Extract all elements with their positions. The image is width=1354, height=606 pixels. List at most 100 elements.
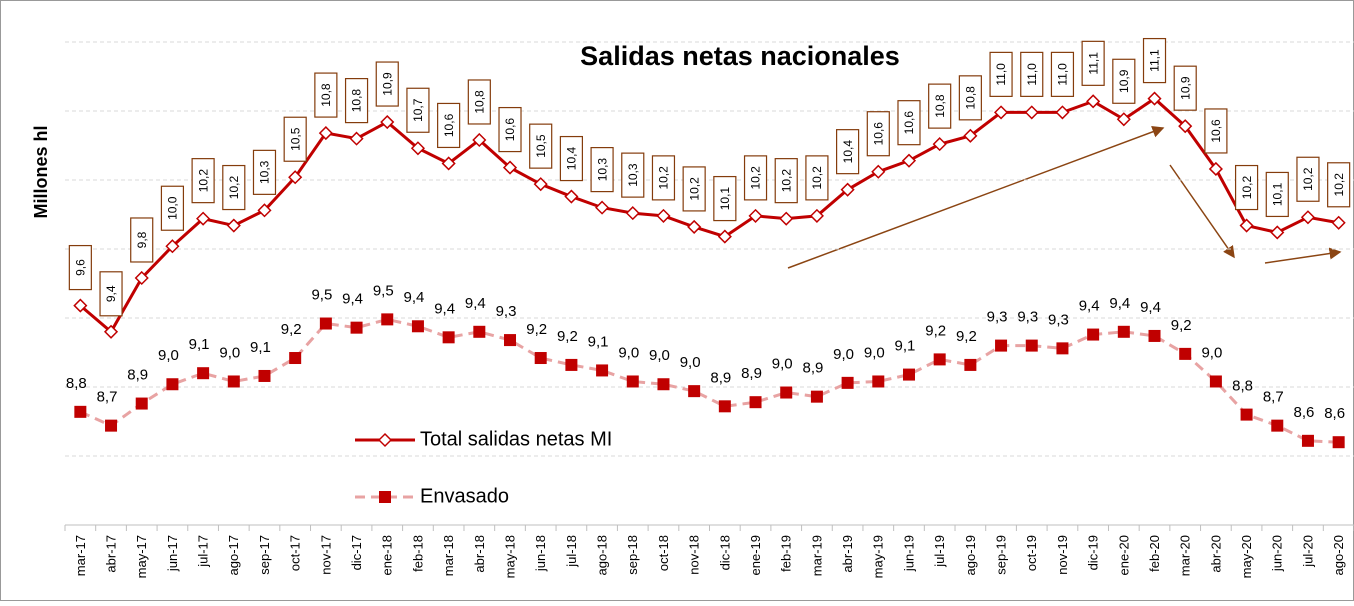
data-label: 10,2 xyxy=(1240,176,1254,200)
data-label-box xyxy=(252,149,277,195)
data-label: 9,3 xyxy=(1048,311,1069,328)
point xyxy=(780,386,793,399)
point xyxy=(995,339,1008,352)
data-label: 11,0 xyxy=(994,63,1008,86)
x-tick-label: may-17 xyxy=(134,535,149,578)
point xyxy=(165,239,180,254)
data-label: 8,8 xyxy=(66,375,87,392)
data-label: 9,0 xyxy=(618,344,639,361)
x-tick-label: dic-19 xyxy=(1086,535,1101,570)
point xyxy=(1147,91,1162,106)
grid xyxy=(65,41,1354,526)
point xyxy=(381,313,394,326)
point xyxy=(657,378,670,391)
x-tick-label: abr-20 xyxy=(1208,535,1223,573)
data-label-box xyxy=(805,155,829,201)
data-label: 8,6 xyxy=(1294,404,1315,421)
data-label: 10,9 xyxy=(1117,69,1131,93)
data-label: 10,2 xyxy=(1301,167,1315,191)
data-label: 10,0 xyxy=(166,196,180,220)
data-label: 10,8 xyxy=(350,89,364,113)
data-label-box xyxy=(529,123,553,169)
point xyxy=(964,358,977,371)
data-label-box xyxy=(498,106,522,153)
data-label: 10,2 xyxy=(227,176,241,200)
point xyxy=(1117,325,1130,338)
point xyxy=(288,170,303,185)
x-tick-label: ago-20 xyxy=(1331,535,1346,575)
x-tick-label: jul-19 xyxy=(932,535,947,568)
data-label: 10,2 xyxy=(687,177,701,201)
point xyxy=(1025,339,1038,352)
data-label: 9,1 xyxy=(250,339,271,356)
data-label-box xyxy=(160,185,185,231)
data-label-box xyxy=(590,147,614,193)
point xyxy=(688,385,701,398)
point xyxy=(1208,161,1223,177)
data-label: 10,1 xyxy=(1270,182,1284,206)
data-label: 9,0 xyxy=(649,347,670,364)
x-tick-label: oct-19 xyxy=(1024,535,1039,571)
point xyxy=(625,206,640,221)
point xyxy=(840,182,855,197)
point xyxy=(380,114,395,130)
x-tick-label: abr-19 xyxy=(840,535,855,573)
x-tick-label: feb-20 xyxy=(1147,535,1162,572)
data-label: 10,8 xyxy=(319,83,333,107)
x-tick-label: jul-20 xyxy=(1300,535,1315,568)
data-label-box xyxy=(1142,37,1167,84)
point xyxy=(809,208,824,223)
data-label: 9,4 xyxy=(404,289,425,306)
point xyxy=(596,364,609,377)
point xyxy=(226,218,241,233)
data-label-box xyxy=(1020,51,1044,97)
point xyxy=(441,156,456,171)
point xyxy=(103,324,119,339)
point xyxy=(717,229,732,244)
point xyxy=(258,369,271,382)
data-label: 9,4 xyxy=(434,300,455,317)
data-label: 9,3 xyxy=(496,303,517,320)
series-line xyxy=(79,96,1339,335)
x-tick-label: jul-17 xyxy=(196,535,211,568)
x-tick-label: may-19 xyxy=(871,535,886,578)
y-axis-label: Millones hl xyxy=(31,125,51,218)
point xyxy=(1148,329,1161,342)
data-label-box xyxy=(958,75,982,121)
point xyxy=(963,128,978,143)
point xyxy=(73,298,88,313)
data-label: 8,6 xyxy=(1324,405,1345,422)
data-label-box xyxy=(375,61,399,107)
point xyxy=(779,211,794,226)
data-label-box xyxy=(1204,108,1228,154)
x-tick-label: feb-19 xyxy=(779,535,794,572)
point xyxy=(319,317,332,330)
data-label: 9,0 xyxy=(158,347,179,364)
point xyxy=(1209,375,1222,388)
x-tick-label: jun-18 xyxy=(533,535,548,572)
x-tick-label: sep-19 xyxy=(993,535,1008,575)
data-label: 8,7 xyxy=(97,389,118,406)
data-label: 9,4 xyxy=(1079,298,1100,315)
data-label-box xyxy=(344,77,369,124)
data-label: 11,0 xyxy=(1056,63,1070,86)
data-label: 10,2 xyxy=(779,169,793,193)
data-label-box xyxy=(467,79,491,125)
data-label: 10,2 xyxy=(810,166,824,190)
data-label: 9,1 xyxy=(895,338,916,355)
data-label: 9,0 xyxy=(680,354,701,371)
data-label: 10,6 xyxy=(442,113,456,137)
point xyxy=(502,160,518,175)
data-label: 10,3 xyxy=(595,158,609,182)
x-tick-label: mar-19 xyxy=(809,535,824,576)
point xyxy=(134,270,149,286)
point xyxy=(626,375,639,388)
data-label: 9,0 xyxy=(772,355,793,372)
data-label-box xyxy=(621,152,645,198)
point xyxy=(718,400,731,413)
data-label-box xyxy=(928,83,952,129)
data-label: 10,7 xyxy=(411,98,425,122)
data-label: 9,1 xyxy=(189,336,210,353)
data-label: 9,0 xyxy=(864,344,885,361)
